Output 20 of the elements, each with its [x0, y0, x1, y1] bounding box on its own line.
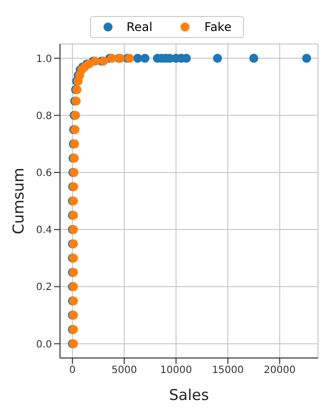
y-tick-label: 0.8 [36, 110, 52, 122]
x-tick-label: 5000 [112, 365, 137, 376]
x-tick-label: 0 [69, 365, 76, 376]
y-tick-label: 0.2 [36, 282, 52, 294]
legend-label: Real [126, 20, 152, 34]
y-tick-label: 0.0 [36, 339, 52, 350]
point [249, 54, 258, 63]
point [302, 54, 312, 63]
x-tick-label: 10000 [160, 365, 192, 376]
x-tick-label: 15000 [212, 365, 244, 376]
x-axis-title: Sales [169, 386, 210, 404]
x-tick-label: 20000 [264, 365, 296, 376]
y-tick-label: 0.6 [36, 168, 52, 180]
y-tick-label: 1.0 [36, 54, 52, 65]
point [212, 54, 222, 63]
point [140, 54, 150, 63]
point [99, 56, 108, 66]
y-axis-title: Cumsum [9, 168, 28, 234]
y-tick-label: 0.4 [36, 225, 52, 236]
legend-label: Fake [203, 20, 232, 34]
